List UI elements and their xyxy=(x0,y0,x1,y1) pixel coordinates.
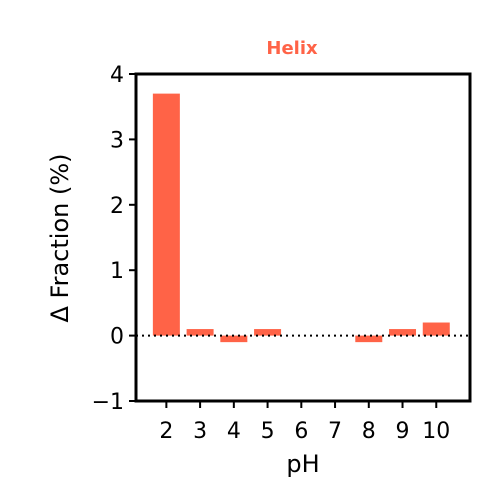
x-axis-label: pH xyxy=(286,450,319,478)
x-tick-label: 6 xyxy=(294,419,308,444)
y-tick-label: 1 xyxy=(110,259,124,284)
x-tick-label: 4 xyxy=(227,419,241,444)
y-tick-label: 4 xyxy=(110,63,124,88)
y-tick-label: 2 xyxy=(110,194,124,219)
x-tick-label: 3 xyxy=(193,419,207,444)
y-tick-label: 3 xyxy=(110,128,124,153)
bar-ph-5 xyxy=(254,329,282,336)
bar-ph-2 xyxy=(152,93,180,336)
bar-ph-3 xyxy=(186,329,214,336)
plot-frame xyxy=(134,72,472,403)
x-tick-label: 9 xyxy=(396,419,410,444)
bar-ph-8 xyxy=(355,335,383,343)
bar-ph-10 xyxy=(422,322,450,336)
bar-group xyxy=(152,93,450,343)
y-tick-label: −1 xyxy=(92,390,124,415)
chart-title: Helix xyxy=(266,38,318,59)
x-tick-label: 8 xyxy=(362,419,376,444)
bar-ph-4 xyxy=(220,335,248,343)
y-axis-label: Δ Fraction (%) xyxy=(46,153,74,322)
x-axis: 2 3 4 5 6 7 8 9 10 xyxy=(159,401,450,444)
x-tick-label: 5 xyxy=(261,419,275,444)
bar-ph-9 xyxy=(389,329,417,336)
y-axis: −1 0 1 2 3 4 xyxy=(92,63,136,415)
x-tick-label: 2 xyxy=(159,419,173,444)
y-tick-label: 0 xyxy=(110,325,124,350)
x-tick-label: 10 xyxy=(422,419,450,444)
x-tick-label: 7 xyxy=(328,419,342,444)
